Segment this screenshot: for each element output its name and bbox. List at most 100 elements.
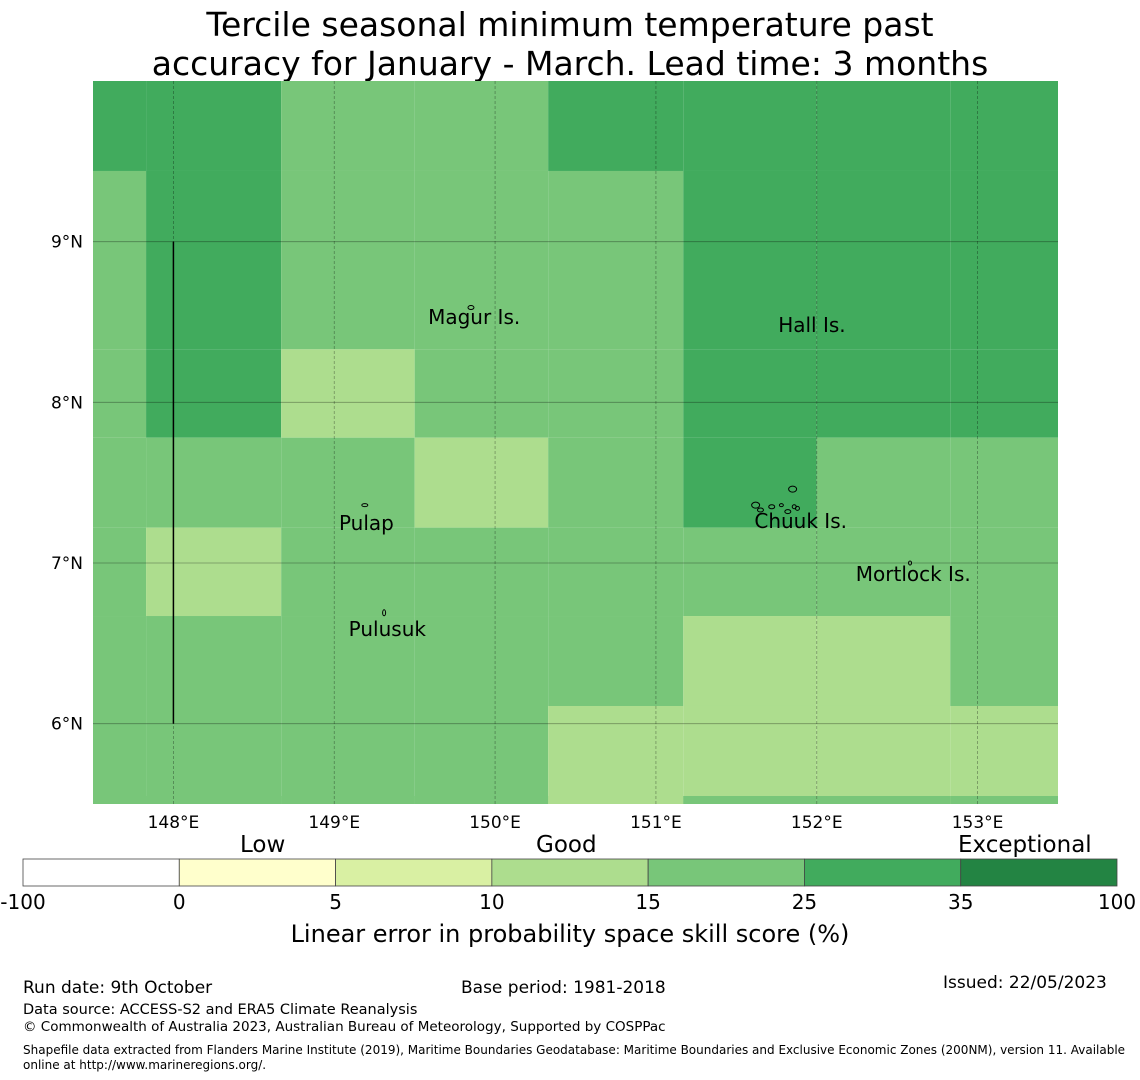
grid-cell [950, 349, 1058, 438]
colorbar-tick-label: 100 [1097, 890, 1137, 914]
grid-cell [816, 527, 951, 617]
colorbar-tick-label: 15 [635, 890, 661, 914]
grid-cell [683, 705, 817, 804]
colorbar-cell [804, 858, 962, 887]
grid-cell [950, 616, 1058, 706]
colorbar-label: Linear error in probability space skill … [290, 920, 850, 948]
grid-cell [950, 527, 1058, 617]
copyright-notice: © Commonwealth of Australia 2023, Austra… [23, 1019, 666, 1035]
island-shapes [361, 305, 913, 617]
grid-cell [146, 705, 282, 804]
grid-cell [281, 349, 415, 438]
lat-tick-label: 8°N [51, 393, 83, 413]
grid-cell [414, 705, 549, 804]
island-outline [788, 485, 798, 493]
grid-cell [414, 349, 549, 438]
island-label: Chuuk Is. [754, 509, 847, 533]
grid-cell [683, 81, 817, 171]
grid-cell [93, 527, 147, 617]
lon-tick-label: 151°E [630, 813, 682, 833]
grid-cell [816, 170, 951, 350]
grid-cell [950, 437, 1058, 528]
grid-cell [950, 81, 1058, 171]
grid-cell [548, 349, 684, 438]
island-outline [751, 501, 761, 509]
grid-cell [548, 705, 684, 804]
grid-cell [281, 81, 415, 171]
run-date: Run date: 9th October [23, 978, 213, 998]
category-good: Good [536, 832, 597, 858]
grid-cell [683, 349, 817, 438]
island-outline [778, 503, 784, 508]
grid-cell [146, 796, 282, 804]
grid-cell [146, 349, 282, 438]
lon-tick-label: 149°E [308, 813, 360, 833]
colorbar-cell [960, 858, 1118, 887]
island-outline [908, 560, 913, 566]
island-outline [382, 609, 387, 617]
colorbar-tick-label: 0 [172, 890, 186, 914]
grid-cell [146, 437, 282, 528]
grid-cell [281, 437, 415, 528]
grid-cell [816, 349, 951, 438]
grid-cell [950, 170, 1058, 350]
island-label: Hall Is. [778, 313, 845, 337]
data-source: Data source: ACCESS-S2 and ERA5 Climate … [23, 1002, 418, 1018]
island-outline [467, 305, 475, 311]
grid-cell [548, 527, 684, 617]
colorbar-cell [491, 858, 649, 887]
grid-cell [93, 796, 147, 804]
colorbar-tick-label: 35 [947, 890, 974, 914]
grid-cell [93, 705, 147, 804]
lon-tick-label: 148°E [148, 813, 200, 833]
issued-date: Issued: 22/05/2023 [943, 973, 1107, 993]
axis-tick-labels: 148°E 149°E 150°E 151°E 152°E 153°E 9°N 8°N 7°N 6… [51, 233, 1003, 833]
grid-cell [146, 170, 282, 350]
map-title-line-1: Tercile seasonal minimum temperature pas… [206, 5, 934, 44]
grid-cell [548, 437, 684, 528]
colorbar-tick-label: 5 [329, 890, 342, 914]
island-label: Mortlock Is. [856, 562, 971, 586]
grid-cell [683, 796, 817, 804]
grid-cell [146, 81, 282, 171]
grid-cell [816, 81, 951, 171]
grid-cell [281, 616, 415, 706]
grid-cell [414, 437, 549, 528]
grid-cell [683, 437, 817, 528]
colorbar [22, 858, 1118, 887]
island-outline [768, 504, 776, 510]
island-labels: Magur Is. Hall Is. Pulap Chuuk Is. Mortlock … [339, 305, 971, 641]
grid-cell [816, 796, 951, 804]
grid-cell [816, 437, 951, 528]
lat-tick-label: 6°N [51, 715, 83, 735]
colorbar-tick-label: 10 [479, 890, 505, 914]
grid-cell [281, 705, 415, 804]
grid-cell [950, 705, 1058, 804]
grid-cell [146, 616, 282, 706]
grid-cell [950, 796, 1058, 804]
grid-cell [93, 170, 147, 350]
colorbar-tick-label: 25 [791, 890, 818, 914]
grid-cell [93, 437, 147, 528]
base-period: Base period: 1981-2018 [461, 978, 666, 998]
grid-cell [816, 616, 951, 706]
grid-cell [414, 796, 549, 804]
shapefile-credit: Shapefile data extracted from Flanders M… [23, 1043, 1126, 1072]
island-label: Pulusuk [349, 617, 427, 641]
grid-cell [414, 616, 549, 706]
grid-cell [683, 616, 817, 706]
grid-cell [683, 170, 817, 350]
grid-cell [548, 616, 684, 706]
lat-tick-label: 7°N [51, 554, 83, 574]
colorbar-cell [22, 858, 180, 887]
map-title-line-2: accuracy for January - March. Lead time:… [151, 44, 989, 83]
grid-cell [414, 170, 549, 350]
skill-grid [93, 81, 1058, 804]
grid-cell [548, 170, 684, 350]
grid-cell [93, 616, 147, 706]
grid-cell [816, 705, 951, 804]
colorbar-cell [178, 858, 336, 887]
grid-cell [548, 796, 684, 804]
grid-cell [414, 81, 549, 171]
grid-cell [281, 527, 415, 617]
